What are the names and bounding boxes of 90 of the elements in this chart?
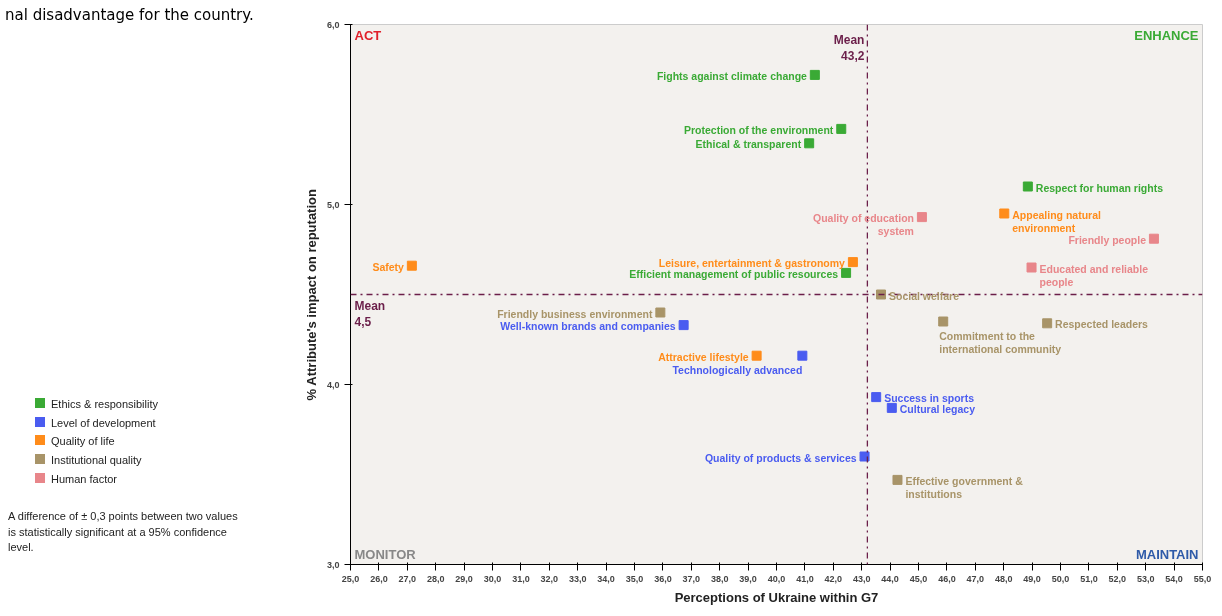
legend-label: Human factor <box>50 471 119 487</box>
y-tick-label: 4,0 <box>326 379 340 390</box>
x-tick-label: 37,0 <box>682 573 701 584</box>
x-tick-label: 50,0 <box>1051 573 1070 584</box>
x-tick-label: 42,0 <box>824 573 843 584</box>
point <box>859 451 870 462</box>
point <box>886 402 897 413</box>
x-tick-label: 46,0 <box>938 573 956 584</box>
x-tick-label: 54,0 <box>1165 573 1183 584</box>
annotation: Appealing natural environment <box>1012 208 1101 234</box>
x-tick-label: 29,0 <box>455 573 473 584</box>
x-tick-label: 26,0 <box>370 573 388 584</box>
x-tick-label: 52,0 <box>1108 573 1127 584</box>
x-tick-label: 28,0 <box>426 573 445 584</box>
legend-label: Quality of life <box>50 434 116 450</box>
annotation: Quality of products & services <box>704 451 857 464</box>
point <box>655 307 666 318</box>
annotation: Success in sports <box>884 392 975 405</box>
annotation: Protection of the environment <box>683 123 834 136</box>
annotation: Safety <box>372 260 405 273</box>
point <box>804 138 815 149</box>
annotation: Effective government & institutions <box>905 474 1024 501</box>
x-tick-label: 51,0 <box>1080 573 1098 584</box>
annotation: MONITOR <box>354 546 417 562</box>
ref-line-label: Mean 43,2 <box>833 32 865 64</box>
x-tick-label: 55,0 <box>1193 573 1212 584</box>
x-tick-label: 31,0 <box>512 573 530 584</box>
annotation: Ethical & transparent <box>695 138 802 151</box>
text: A difference of ± 0,3 points between two values is statistically significant at a 95% confidence level. <box>8 509 239 556</box>
point <box>1042 318 1053 329</box>
legend-label: Institutional quality <box>50 453 143 469</box>
point <box>847 257 858 268</box>
x-tick-label: 45,0 <box>909 573 928 584</box>
x-axis-title: Perceptions of Ukraine within G7 <box>674 589 879 605</box>
x-tick-label: 48,0 <box>994 573 1013 584</box>
point <box>1026 262 1037 273</box>
annotation: MAINTAIN <box>1135 546 1199 562</box>
annotation: ENHANCE <box>1134 27 1199 43</box>
point <box>876 289 887 300</box>
legend-label: Level of development <box>50 415 157 431</box>
annotation: Respected leaders <box>1055 318 1149 331</box>
point <box>797 350 808 361</box>
ref-line-label: Mean 4,5 <box>354 298 386 330</box>
point <box>916 212 927 223</box>
point <box>406 260 417 271</box>
point <box>809 69 820 80</box>
y-axis-title: % Attribute's impact on reputation <box>303 189 319 401</box>
y-tick-label: 6,0 <box>326 19 340 30</box>
x-tick-label: 40,0 <box>767 573 786 584</box>
point <box>938 316 949 327</box>
annotation: Commitment to the international community <box>939 329 1062 355</box>
x-tick-label: 30,0 <box>483 573 502 584</box>
legend-label: Ethics & responsibility <box>50 397 158 412</box>
annotation: Friendly business environment <box>497 307 653 320</box>
point <box>892 474 903 485</box>
x-tick-label: 27,0 <box>398 573 417 584</box>
x-tick-label: 35,0 <box>625 573 644 584</box>
x-tick-label: 38,0 <box>710 573 729 584</box>
x-tick-label: 49,0 <box>1023 573 1041 584</box>
annotation: Educated and reliable people <box>1039 262 1149 288</box>
x-tick-label: 33,0 <box>568 573 587 584</box>
x-tick-label: 41,0 <box>796 573 814 584</box>
annotation: Fights against climate change <box>656 69 808 82</box>
point <box>999 208 1010 219</box>
x-tick-label: 47,0 <box>966 573 985 584</box>
annotation: Well-known brands and companies <box>500 320 676 333</box>
annotation: Leisure, entertainment & gastronomy <box>658 257 846 270</box>
point <box>751 350 762 361</box>
x-tick-label: 39,0 <box>739 573 757 584</box>
x-tick-label: 36,0 <box>654 573 672 584</box>
annotation: ACT <box>354 27 382 43</box>
point <box>871 392 882 403</box>
point <box>841 267 852 278</box>
x-tick-label: 25,0 <box>341 573 360 584</box>
y-tick-label: 3,0 <box>326 559 340 570</box>
x-tick-label: 53,0 <box>1136 573 1155 584</box>
annotation: Attractive lifestyle <box>658 350 749 363</box>
annotation: Respect for human rights <box>1035 181 1164 194</box>
point <box>836 123 847 134</box>
text: nal disadvantage for the country. <box>5 5 254 26</box>
point <box>1148 233 1159 244</box>
x-tick-label: 34,0 <box>597 573 615 584</box>
x-tick-label: 43,0 <box>852 573 871 584</box>
point <box>678 320 689 331</box>
annotation: Technologically advanced <box>672 363 803 376</box>
y-tick-label: 5,0 <box>326 199 340 210</box>
x-tick-label: 32,0 <box>540 573 559 584</box>
annotation: Friendly people <box>1068 233 1147 246</box>
point <box>1022 181 1033 192</box>
x-tick-label: 44,0 <box>881 573 899 584</box>
